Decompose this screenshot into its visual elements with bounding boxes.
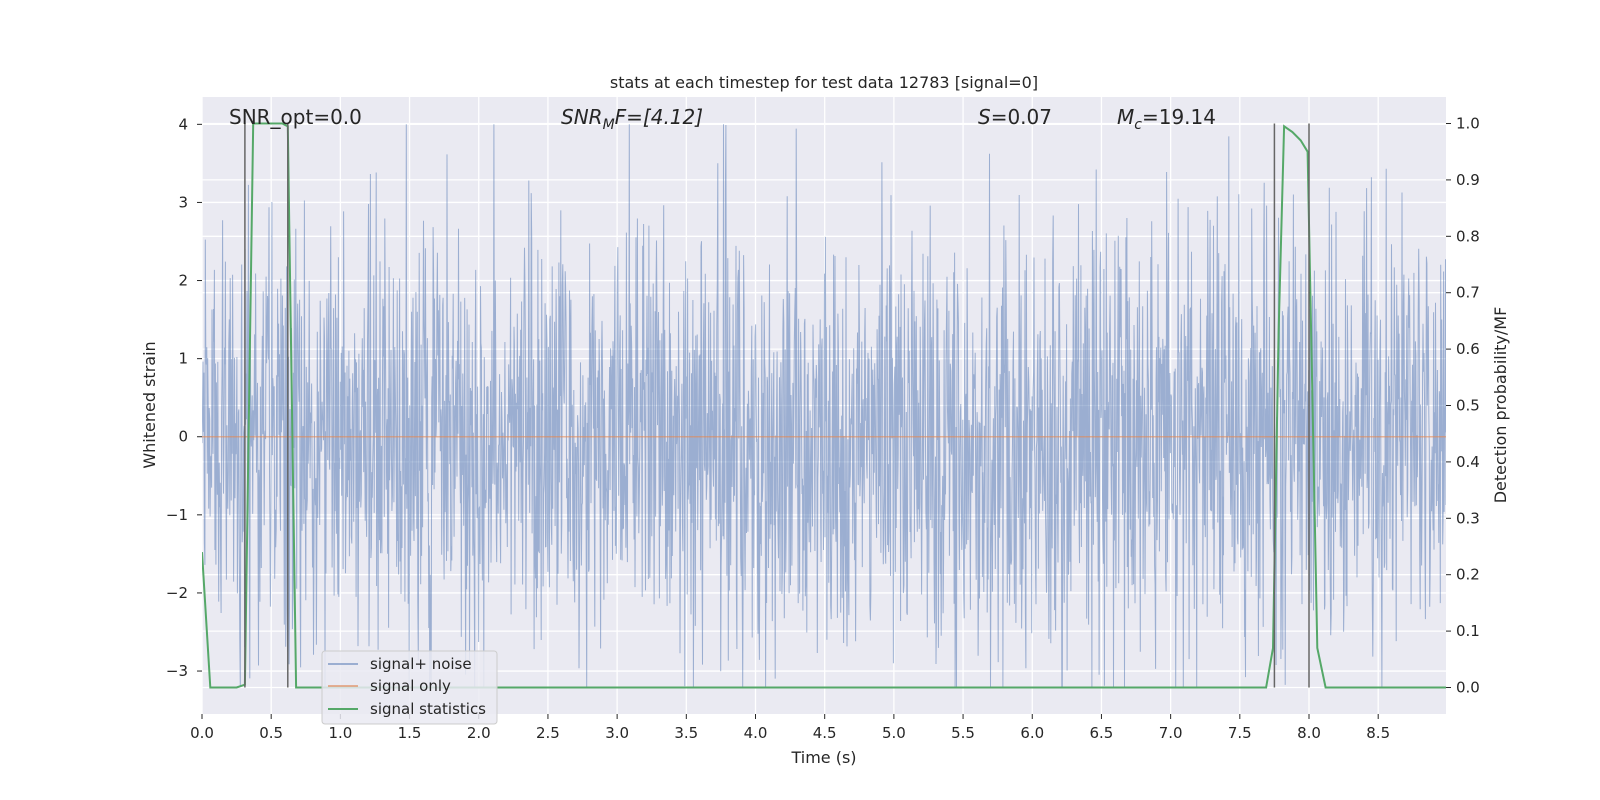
right-tick-label: 0.7 — [1456, 284, 1480, 302]
right-tick-label: 0.3 — [1456, 509, 1480, 527]
legend: signal+ noise signal only signal statist… — [321, 650, 498, 725]
vertical-markers — [244, 123, 1310, 688]
x-tick-label: 1.0 — [328, 724, 352, 742]
x-tick-label: 8.5 — [1366, 724, 1390, 742]
x-tick-label: 2.0 — [467, 724, 491, 742]
right-tick-label: 0.8 — [1456, 227, 1480, 245]
x-tick-label: 0.5 — [259, 724, 283, 742]
x-tick-label: 7.0 — [1159, 724, 1183, 742]
y-axis-ticks: −3 −2 −1 0 1 2 3 4 — [166, 115, 202, 680]
x-tick-label: 3.0 — [605, 724, 629, 742]
y-tick-label: −3 — [166, 662, 188, 680]
legend-label-signal-noise: signal+ noise — [370, 655, 472, 673]
x-tick-label: 4.5 — [813, 724, 837, 742]
legend-box — [321, 650, 498, 725]
y-tick-label: 1 — [178, 350, 188, 368]
right-axis-label: Detection probability/MF — [1491, 307, 1510, 504]
x-tick-label: 4.0 — [744, 724, 768, 742]
right-tick-label: 1.0 — [1456, 115, 1480, 133]
x-axis-ticks: 0.0 0.5 1.0 1.5 2.0 2.5 3.0 3.5 4.0 4.5 5.0 5.5 6.0 6… — [190, 714, 1390, 742]
right-axis-ticks: 0.0 0.1 0.2 0.3 0.4 0.5 0.6 0.7 0.8 0.9 1.0 — [1446, 115, 1480, 696]
x-tick-label: 1.5 — [398, 724, 422, 742]
annotation-s: S=0.07 — [978, 105, 1052, 129]
x-tick-label: 5.0 — [882, 724, 906, 742]
y-axis-label: Whitened strain — [140, 341, 159, 468]
right-tick-label: 0.4 — [1456, 453, 1480, 471]
right-tick-label: 0.5 — [1456, 397, 1480, 415]
x-tick-label: 2.5 — [536, 724, 560, 742]
y-tick-label: −2 — [166, 584, 188, 602]
chart-title: stats at each timestep for test data 127… — [610, 73, 1038, 92]
x-tick-label: 8.0 — [1297, 724, 1321, 742]
x-tick-label: 5.5 — [951, 724, 975, 742]
annotation-mc-sub: c — [1134, 117, 1142, 133]
series-signal-noise — [202, 124, 1446, 688]
legend-label-signal-only: signal only — [370, 677, 451, 695]
annotation-mc-rest: =19.14 — [1142, 105, 1216, 129]
annotation-s-rest: =0.07 — [991, 105, 1052, 129]
annotation-snr-opt: SNR_opt=0.0 — [229, 105, 362, 129]
x-tick-label: 7.5 — [1228, 724, 1252, 742]
annotation-snr-mf: SNRMF=[4.12] — [561, 105, 703, 133]
x-axis-label: Time (s) — [790, 748, 856, 767]
right-tick-label: 0.2 — [1456, 566, 1480, 584]
right-tick-label: 0.6 — [1456, 340, 1480, 358]
right-tick-label: 0.1 — [1456, 622, 1480, 640]
annotation-mc-main: M — [1117, 105, 1134, 129]
legend-label-signal-statistics: signal statistics — [370, 700, 486, 718]
x-tick-label: 6.5 — [1090, 724, 1114, 742]
annotation-mc: Mc=19.14 — [1117, 105, 1216, 133]
annotation-snr-mf-main: SNR — [561, 105, 603, 129]
y-tick-label: −1 — [166, 506, 188, 524]
annotation-snr-mf-sub: M — [603, 117, 615, 133]
x-tick-label: 6.0 — [1020, 724, 1044, 742]
y-tick-label: 2 — [178, 272, 188, 290]
annotation-s-main: S — [978, 105, 991, 129]
y-tick-label: 0 — [178, 428, 188, 446]
y-tick-label: 4 — [178, 115, 188, 133]
right-tick-label: 0.9 — [1456, 171, 1480, 189]
annotation-snr-mf-rest: F=[4.12] — [615, 105, 703, 129]
y-tick-label: 3 — [178, 193, 188, 211]
x-tick-label: 3.5 — [674, 724, 698, 742]
x-tick-label: 0.0 — [190, 724, 214, 742]
right-tick-label: 0.0 — [1456, 678, 1480, 696]
